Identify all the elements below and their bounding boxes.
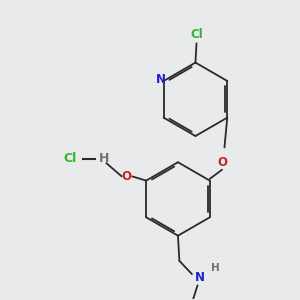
Text: H: H [212,263,220,273]
Text: O: O [217,156,227,169]
Text: O: O [122,170,132,183]
Text: N: N [195,271,205,284]
Text: Cl: Cl [191,28,204,41]
Text: N: N [156,74,166,86]
Text: H: H [99,152,109,165]
Text: Cl: Cl [63,152,76,165]
